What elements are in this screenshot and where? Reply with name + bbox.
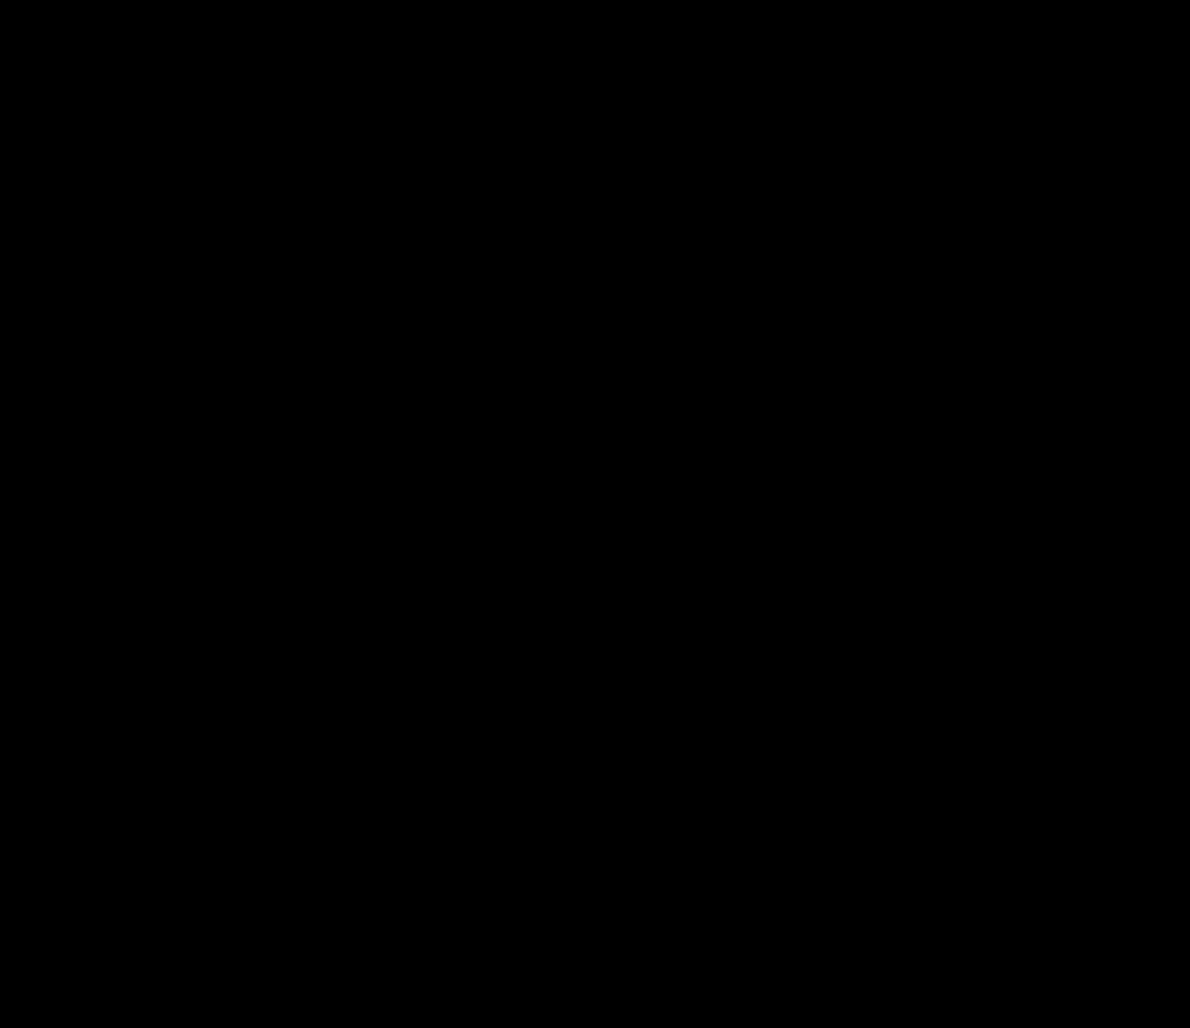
word-cloud <box>0 0 1190 1028</box>
